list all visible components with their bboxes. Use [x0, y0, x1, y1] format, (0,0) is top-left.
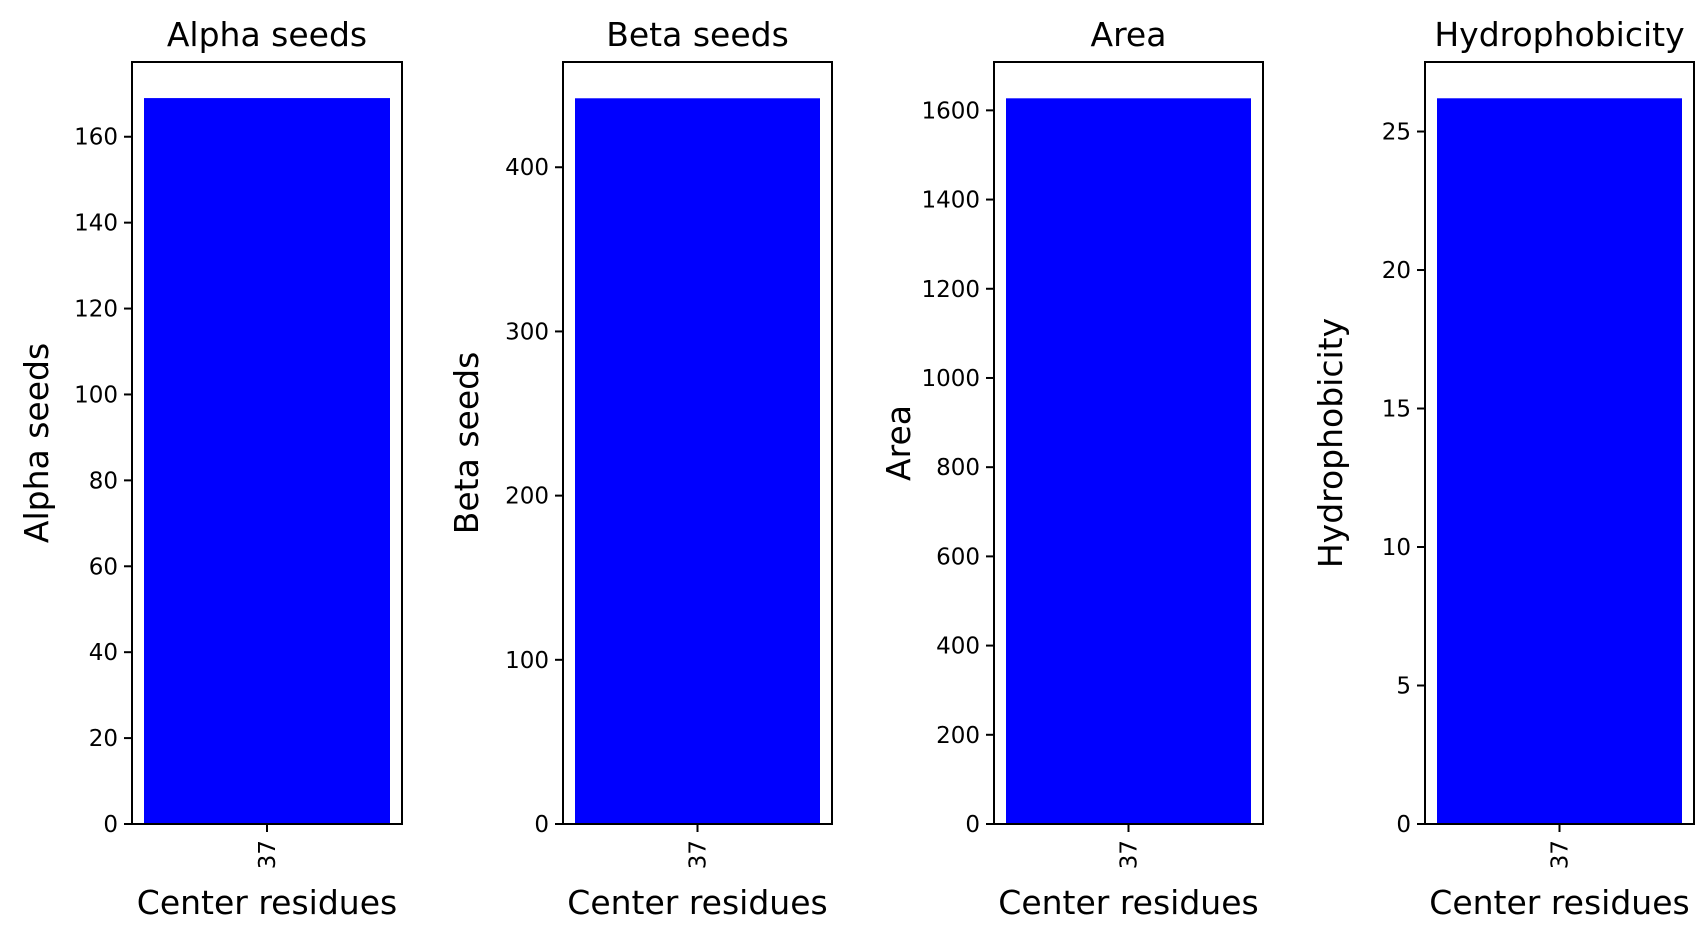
y-tick-label: 140: [74, 211, 118, 237]
y-tick-label: 20: [1382, 258, 1411, 284]
y-tick-label: 400: [505, 155, 549, 181]
y-tick-label: 40: [89, 640, 118, 666]
y-axis-label: Beta seeds: [447, 352, 486, 535]
y-tick-label: 5: [1396, 674, 1411, 700]
y-tick-label: 10: [1382, 535, 1411, 561]
y-tick-label: 300: [505, 319, 549, 345]
x-tick-label: 37: [255, 840, 281, 869]
y-tick-label: 100: [74, 382, 118, 408]
chart-title: Hydrophobicity: [1434, 15, 1684, 54]
y-tick-label: 0: [103, 812, 118, 838]
y-tick-label: 800: [936, 455, 980, 481]
y-tick-label: 0: [1396, 812, 1411, 838]
y-tick-label: 600: [936, 544, 980, 570]
y-tick-label: 120: [74, 297, 118, 323]
y-tick-label: 15: [1382, 397, 1411, 423]
bar-37: [575, 98, 820, 825]
y-axis-label: Area: [879, 405, 918, 481]
y-tick-label: 160: [74, 125, 118, 151]
y-tick-label: 400: [936, 634, 980, 660]
y-tick-label: 1600: [921, 98, 980, 124]
y-tick-label: 100: [505, 648, 549, 674]
chart-title: Beta seeds: [606, 15, 789, 54]
y-axis-label: Alpha seeds: [17, 343, 56, 543]
x-axis-label: Center residues: [998, 883, 1258, 922]
x-tick-label: 37: [686, 840, 712, 869]
y-tick-label: 1200: [921, 277, 980, 303]
chart-title: Area: [1091, 15, 1167, 54]
bar-37: [144, 98, 390, 824]
chart-title: Alpha seeds: [167, 15, 367, 54]
y-tick-label: 200: [936, 723, 980, 749]
y-tick-label: 25: [1382, 120, 1411, 146]
x-tick-label: 37: [1548, 840, 1574, 869]
bar-37: [1006, 98, 1251, 825]
y-tick-label: 0: [965, 812, 980, 838]
x-axis-label: Center residues: [1429, 883, 1689, 922]
x-tick-label: 37: [1117, 840, 1143, 869]
chart-panel-1: Alpha seeds 0 20 40 60 80 100 120 140 160 37 Center…: [17, 15, 403, 922]
y-tick-label: 20: [89, 726, 118, 752]
y-tick-label: 1400: [921, 188, 980, 214]
chart-panel-3: Area 0 200 400 600 800 1000 1200 1400 1600 37 Cente…: [879, 15, 1264, 922]
chart-panel-2: Beta seeds 0 100 200 300 400 37 Center residues…: [447, 15, 833, 922]
y-tick-label: 200: [505, 484, 549, 510]
chart-panel-4: Hydrophobicity 0 5 10 15 20 25 37 Center residue…: [1311, 15, 1695, 922]
y-tick-label: 60: [89, 554, 118, 580]
bar-37: [1437, 98, 1682, 825]
x-axis-label: Center residues: [567, 883, 827, 922]
x-axis-label: Center residues: [137, 883, 397, 922]
y-tick-label: 80: [89, 468, 118, 494]
y-tick-label: 0: [534, 812, 549, 838]
y-axis-label: Hydrophobicity: [1311, 318, 1350, 568]
y-tick-label: 1000: [921, 366, 980, 392]
